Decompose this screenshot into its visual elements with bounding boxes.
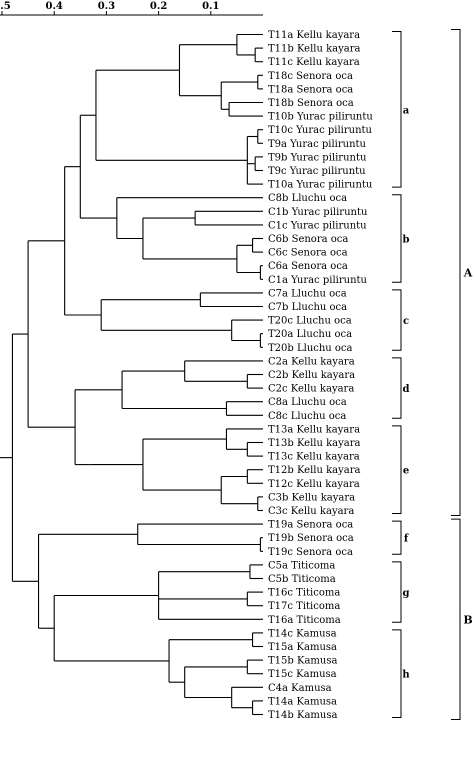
leaf-label: C3b Kellu kayara: [268, 492, 355, 503]
subgroup-bracket: [392, 520, 402, 555]
subgroup-label: b: [403, 235, 410, 246]
leaf-label: C2a Kellu kayara: [268, 356, 355, 367]
subgroup-bracket: [392, 31, 402, 188]
leaf-label: C4a Kamusa: [268, 683, 332, 694]
leaf-label: T16a Titicoma: [268, 615, 341, 626]
leaf-label: T9b Yurac piliruntu: [268, 152, 367, 163]
dendrogram-branches: [0, 33, 263, 716]
leaf-label: T12c Kellu kayara: [268, 479, 360, 490]
leaf-label: C1c Yurac piliruntu: [268, 220, 367, 231]
leaf-label: T11a Kellu kayara: [268, 30, 360, 41]
leaf-label: T18b Senora oca: [268, 98, 354, 109]
leaf-label: T20c Lluchu oca: [268, 316, 352, 327]
leaf-label: T13b Kellu kayara: [268, 438, 361, 449]
leaf-label: C2b Kellu kayara: [268, 370, 355, 381]
subgroup-bracket: [392, 629, 402, 718]
axis-tick-label: 0.3: [98, 1, 115, 12]
subgroup-label: f: [404, 534, 409, 545]
leaf-label: C8c Lluchu oca: [268, 411, 346, 422]
leaf-label: T13a Kellu kayara: [268, 424, 360, 435]
leaf-label: T14c Kamusa: [268, 628, 337, 639]
group-label: A: [463, 267, 473, 280]
group-bracket: [451, 518, 461, 720]
leaf-label: T18c Senora oca: [268, 71, 353, 82]
leaf-label: T16c Titicoma: [268, 588, 340, 599]
leaf-label: C7b Lluchu oca: [268, 302, 347, 313]
leaf-label: T20a Lluchu oca: [268, 329, 352, 340]
axis-tick-label: 0.2: [150, 1, 167, 12]
subgroup-label: d: [403, 384, 410, 395]
axis-tick-label: 0.5: [0, 1, 11, 12]
leaf-label: T19c Senora oca: [268, 547, 353, 558]
leaf-label: C5b Titicoma: [268, 574, 336, 585]
subgroup-label: h: [402, 670, 410, 681]
axis-tick-label: 0.4: [45, 1, 62, 12]
subgroup-label: a: [403, 105, 410, 116]
leaf-label: C5a Titicoma: [268, 560, 335, 571]
leaf-label: T10b Yurac piliruntu: [268, 112, 373, 123]
leaf-label: C6a Senora oca: [268, 261, 348, 272]
leaf-label: T15c Kamusa: [268, 669, 337, 680]
leaf-label: T17c Titicoma: [268, 601, 340, 612]
subgroup-label: c: [403, 316, 409, 327]
subgroup-label: g: [403, 588, 410, 599]
leaf-label: T11b Kellu kayara: [268, 44, 361, 55]
cluster-brackets: a b c d e f g h A B: [392, 29, 473, 720]
subgroup-bracket: [392, 425, 402, 514]
group-label: B: [463, 613, 472, 626]
leaf-labels: T11a Kellu kayara T11b Kellu kayara T11c K…: [268, 30, 373, 721]
leaf-label: T14a Kamusa: [268, 696, 337, 707]
subgroup-bracket: [392, 357, 402, 419]
leaf-label: C6b Senora oca: [268, 234, 348, 245]
leaf-label: C8a Lluchu oca: [268, 397, 347, 408]
leaf-label: T15a Kamusa: [268, 642, 337, 653]
leaf-label: T15b Kamusa: [268, 656, 337, 667]
leaf-label: T9c Yurac piliruntu: [268, 166, 366, 177]
distance-axis: 0.5 0.4 0.3 0.2 0.1: [0, 1, 263, 16]
leaf-label: T9a Yurac piliruntu: [268, 139, 367, 150]
axis-tick-label: 0.1: [202, 1, 219, 12]
leaf-label: C2c Kellu kayara: [268, 384, 354, 395]
subgroup-bracket: [392, 561, 402, 623]
leaf-label: T20b Lluchu oca: [268, 343, 353, 354]
subgroup-bracket: [392, 289, 402, 351]
leaf-label: T11c Kellu kayara: [268, 57, 360, 68]
leaf-label: C1a Yurac piliruntu: [268, 275, 368, 286]
leaf-label: C8b Lluchu oca: [268, 193, 347, 204]
leaf-label: T13c Kellu kayara: [268, 452, 360, 463]
leaf-label: C1b Yurac piliruntu: [268, 207, 368, 218]
subgroup-bracket: [392, 194, 402, 283]
leaf-label: T10c Yurac piliruntu: [268, 125, 373, 136]
leaf-label: T19a Senora oca: [268, 520, 353, 531]
leaf-label: T14b Kamusa: [268, 710, 337, 721]
leaf-label: C3c Kellu kayara: [268, 506, 354, 517]
leaf-label: T18a Senora oca: [268, 84, 353, 95]
leaf-label: T10a Yurac piliruntu: [268, 180, 373, 191]
leaf-label: T19b Senora oca: [268, 533, 354, 544]
group-bracket: [451, 29, 461, 516]
leaf-label: C6c Senora oca: [268, 248, 348, 259]
leaf-label: C7a Lluchu oca: [268, 288, 347, 299]
leaf-label: T12b Kellu kayara: [268, 465, 361, 476]
subgroup-label: e: [403, 466, 409, 477]
